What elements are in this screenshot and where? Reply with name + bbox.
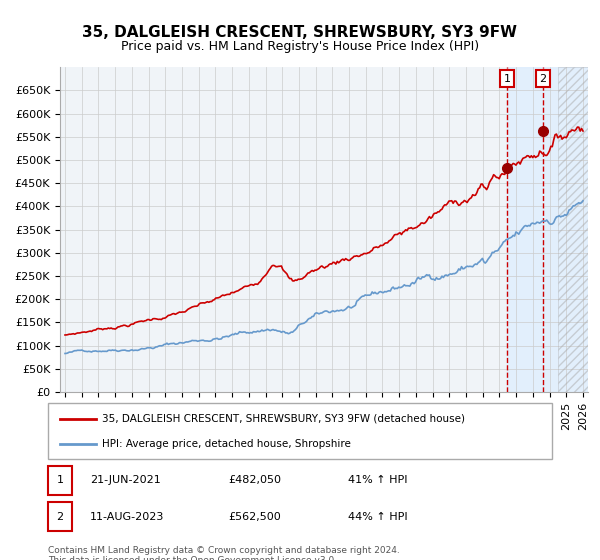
Text: 1: 1 [56,475,64,485]
Text: £562,500: £562,500 [228,512,281,521]
Bar [558,67,592,392]
Bar [558,67,592,392]
Bar [507,67,592,392]
Text: 2: 2 [56,512,64,521]
Text: HPI: Average price, detached house, Shropshire: HPI: Average price, detached house, Shro… [102,438,351,449]
Text: £482,050: £482,050 [228,475,281,485]
Text: 44% ↑ HPI: 44% ↑ HPI [348,512,407,521]
Text: Price paid vs. HM Land Registry's House Price Index (HPI): Price paid vs. HM Land Registry's House … [121,40,479,53]
Text: 35, DALGLEISH CRESCENT, SHREWSBURY, SY3 9FW: 35, DALGLEISH CRESCENT, SHREWSBURY, SY3 … [83,25,517,40]
Text: 21-JUN-2021: 21-JUN-2021 [90,475,161,485]
Text: 1: 1 [504,74,511,83]
Text: 41% ↑ HPI: 41% ↑ HPI [348,475,407,485]
Text: Contains HM Land Registry data © Crown copyright and database right 2024.
This d: Contains HM Land Registry data © Crown c… [48,546,400,560]
Text: 35, DALGLEISH CRESCENT, SHREWSBURY, SY3 9FW (detached house): 35, DALGLEISH CRESCENT, SHREWSBURY, SY3 … [102,414,465,424]
Text: 11-AUG-2023: 11-AUG-2023 [90,512,164,521]
Text: 2: 2 [539,74,547,83]
